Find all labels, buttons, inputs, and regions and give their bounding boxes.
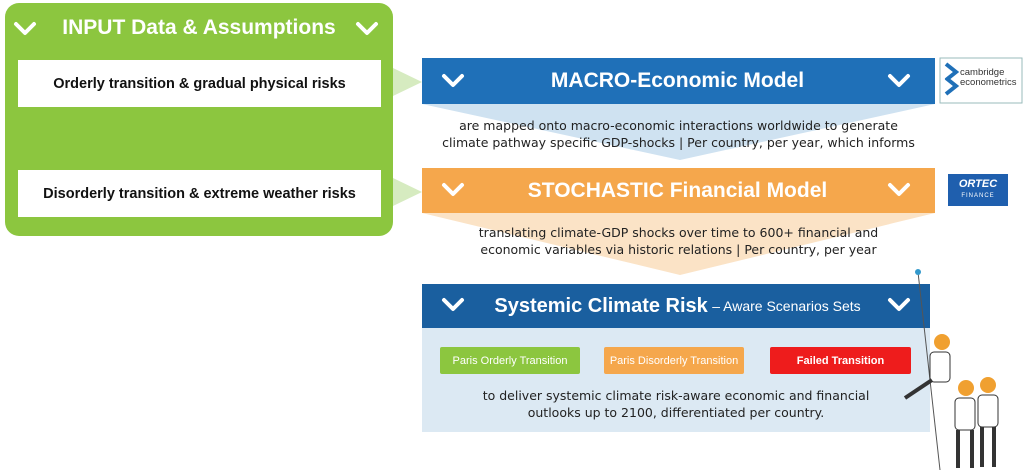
text-line: cambridge (960, 67, 1005, 78)
output-title: Systemic Climate Risk – Aware Scenarios … (470, 284, 885, 328)
text-line: to deliver systemic climate risk-aware e… (482, 388, 870, 403)
text-line: translating climate-GDP shocks over time… (478, 225, 879, 240)
logo-text: ORTEC FINANCE (948, 178, 1008, 202)
logo-frame (939, 57, 1023, 104)
logo-frame (948, 174, 1008, 206)
input-title: INPUT Data & Assumptions (62, 16, 336, 39)
text-line: are mapped onto macro-economic interacti… (459, 118, 898, 133)
funnel (422, 104, 935, 160)
funnel (422, 213, 935, 275)
model-title: MACRO-Economic Model (550, 69, 805, 92)
output-description: to deliver systemic climate risk-aware e… (422, 387, 930, 421)
stochastic-bar (422, 168, 935, 213)
output-title-main: Systemic Climate Risk (494, 294, 708, 317)
arrow (393, 68, 422, 96)
text-line: climate pathway specific GDP-shocks | Pe… (442, 135, 915, 150)
model-title: STOCHASTIC Financial Model (527, 178, 828, 202)
model-description: translating climate-GDP shocks over time… (422, 224, 935, 258)
pill (604, 347, 744, 374)
arrow (393, 178, 422, 206)
text-line: ORTEC (958, 178, 998, 190)
output-subtitle: – Aware Scenarios Sets (712, 298, 861, 314)
pill (440, 347, 580, 374)
logo-text: cambridge econometrics (960, 68, 1017, 88)
climbers (903, 269, 999, 471)
macro-bar (422, 58, 935, 104)
input-item: Orderly transition & gradual physical ri… (18, 60, 381, 107)
chevrons (14, 22, 910, 311)
output-bar (422, 284, 930, 328)
input-item: Disorderly transition & extreme weather … (18, 170, 381, 217)
text-line: outlooks up to 2100, differentiated per … (527, 405, 825, 420)
scenario: Paris Orderly Transition (452, 354, 568, 367)
scenario: Paris Disorderly Transition (609, 354, 739, 367)
pill (770, 347, 911, 374)
text-line: FINANCE (961, 193, 995, 199)
logo-icon (944, 62, 960, 96)
text-line: economic variables via historic relation… (480, 242, 877, 257)
scenario: Failed Transition (796, 354, 885, 367)
text-line: econometrics (960, 77, 1017, 88)
output-panel (422, 328, 930, 432)
model-description: are mapped onto macro-economic interacti… (422, 117, 935, 151)
